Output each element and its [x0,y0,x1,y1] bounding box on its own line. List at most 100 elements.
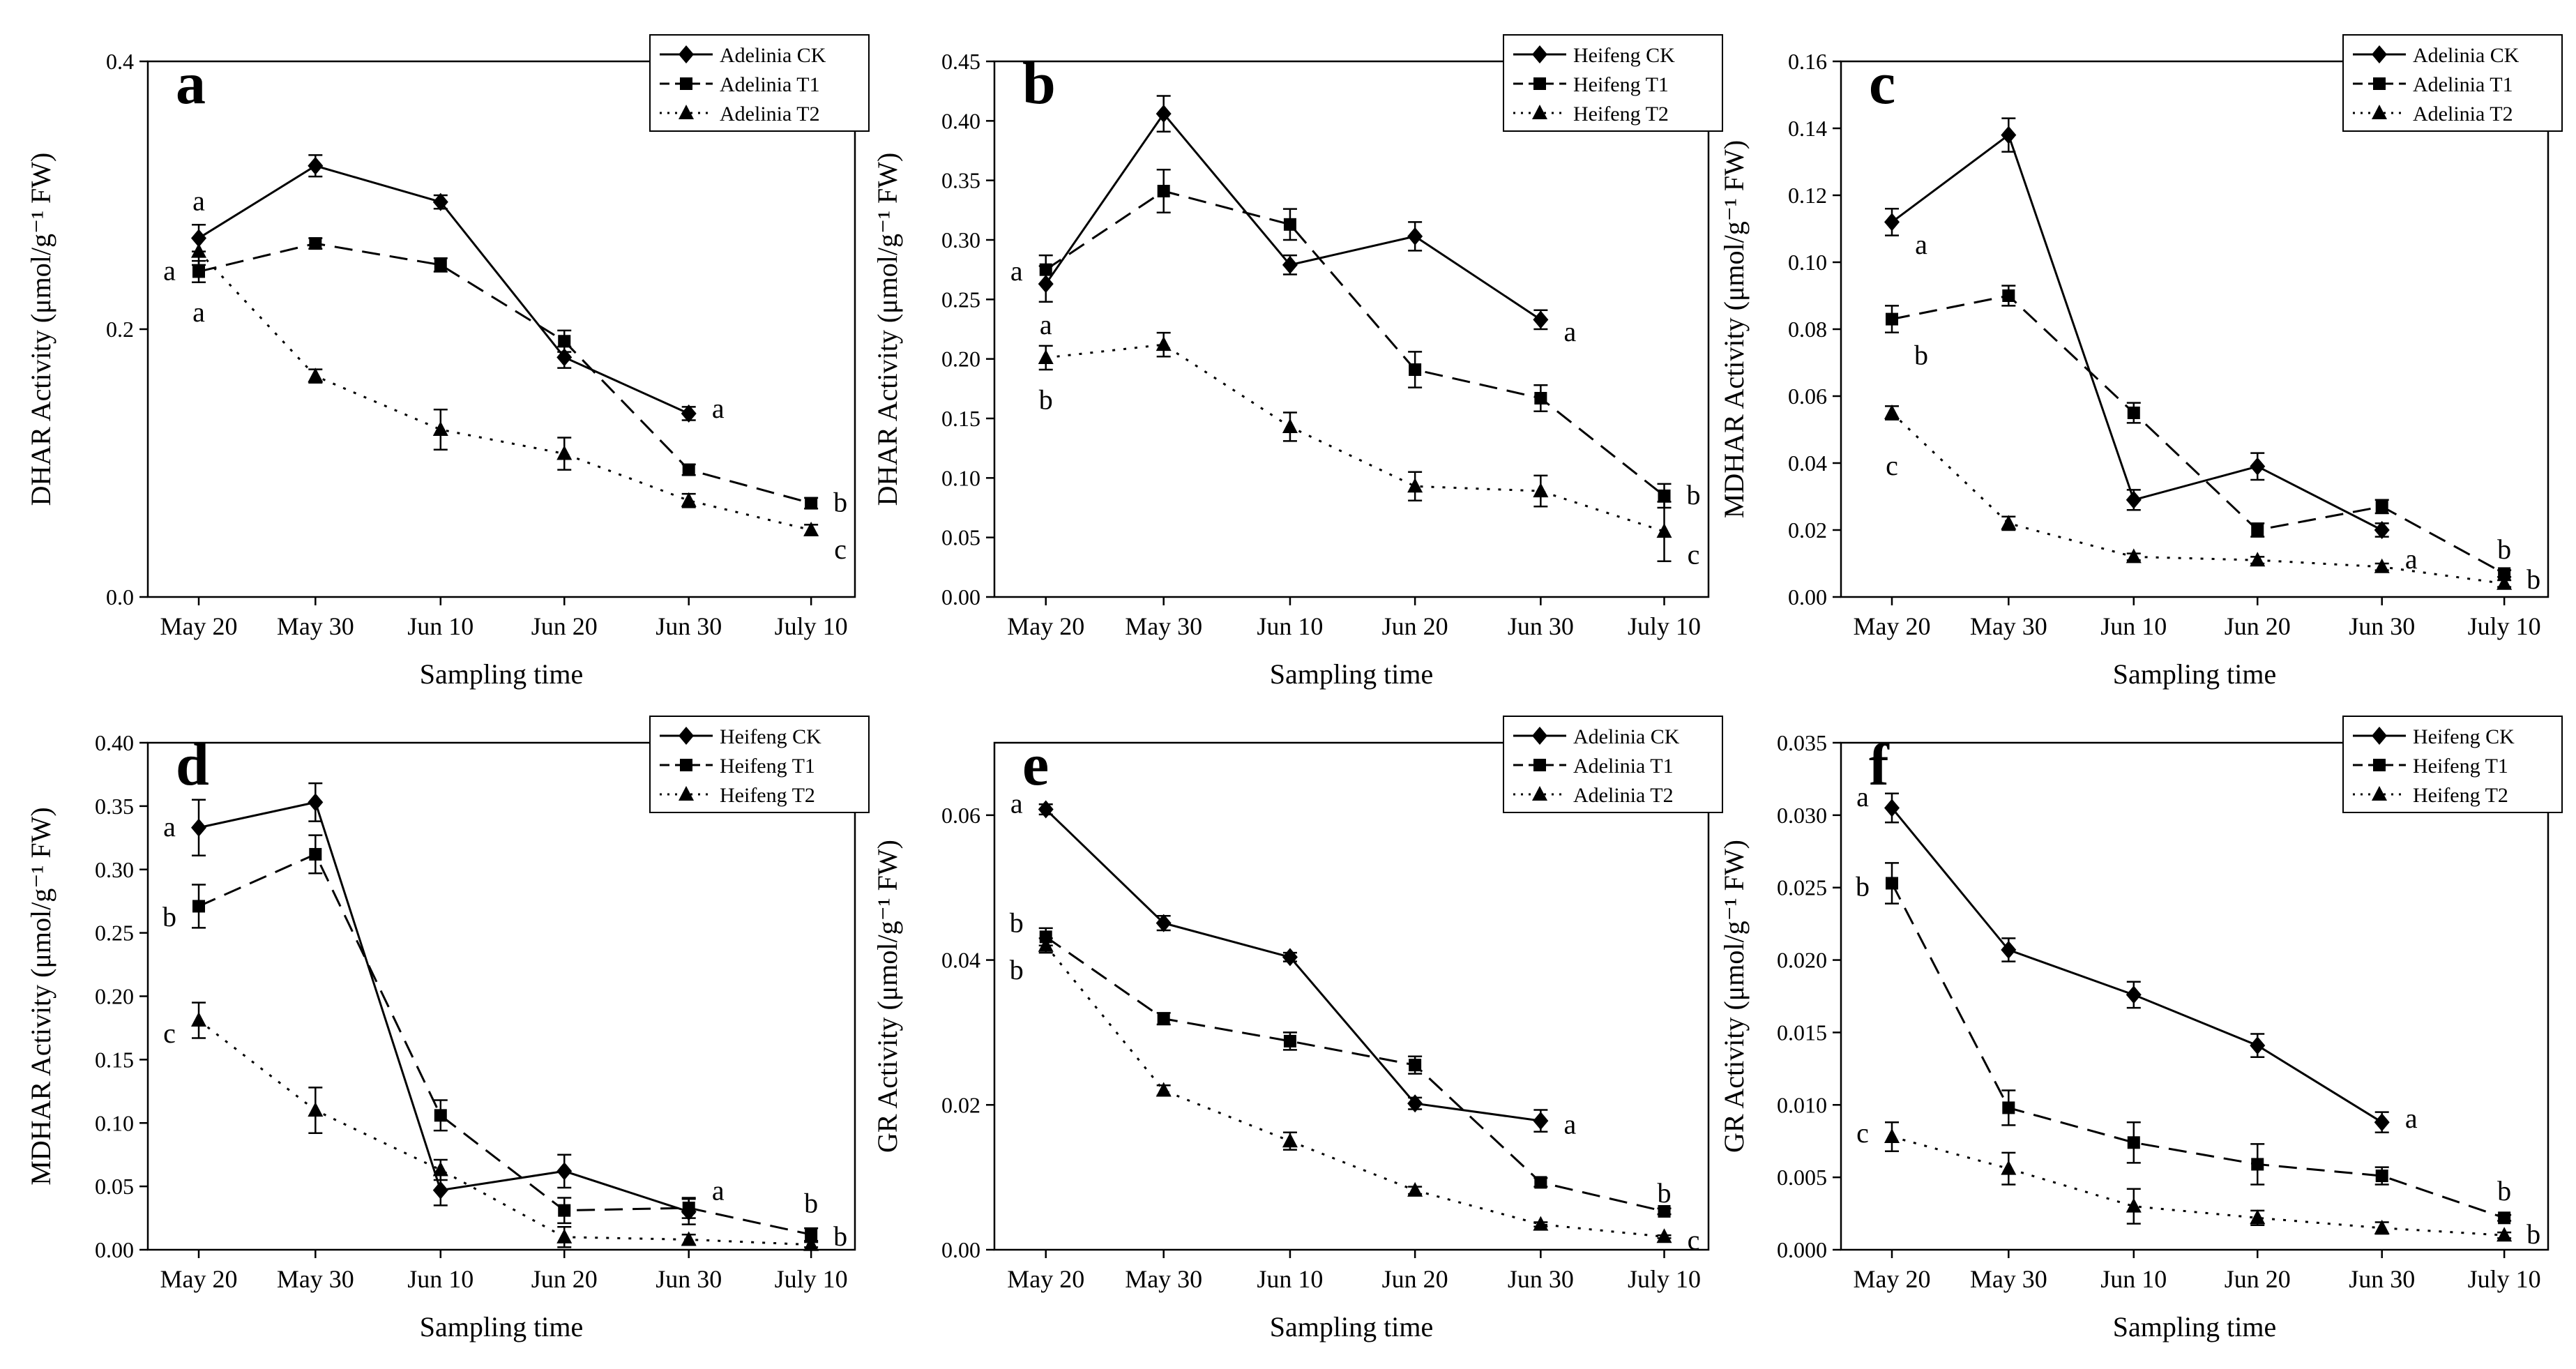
y-tick-label: 0.25 [95,921,134,946]
series-line [1891,882,2505,1219]
data-point [556,445,573,460]
series-heifeng-t1 [1885,862,2512,1225]
y-axis-title: GR Activity (μmol/g⁻¹ FW) [1718,840,1750,1153]
series-adelinia-t1 [192,237,819,510]
data-point [432,421,448,436]
plot-frame [1840,60,2550,598]
data-point [2126,490,2142,509]
y-tick-label: 0.2 [106,317,134,342]
data-point [2001,126,2017,144]
x-axis-title: Sampling time [2113,1311,2276,1342]
data-point [1039,930,1052,944]
y-tick-label: 0.04 [941,948,980,973]
x-tick-label: Jun 20 [531,1265,598,1293]
data-point [1533,310,1549,329]
y-tick-label: 0.02 [1788,517,1827,543]
data-point [1886,312,1899,326]
y-tick-label: 0.4 [106,49,134,74]
panel-f: 0.000 0.005 0.010 0.015 0.020 0.025 0.030 0.035… [1718,716,2563,1342]
data-point [432,1181,448,1200]
data-point [2251,1158,2264,1171]
data-point [1884,213,1900,232]
series-line [198,1019,812,1246]
significance-letter: a [1563,1108,1576,1140]
significance-letter: b [162,901,176,932]
y-tick-label: 0.10 [95,1110,134,1135]
significance-letter: c [1856,1117,1869,1149]
significance-letter: b [804,1188,818,1219]
significance-letter: a [2405,1103,2418,1134]
data-point [2250,1209,2266,1225]
series-adelinia-t1 [1885,285,2512,580]
legend-marker [2373,759,2386,771]
x-tick-label: May 30 [1970,1265,2047,1293]
data-point [2498,567,2511,580]
y-tick-label: 0.15 [941,406,980,431]
data-point [681,1231,697,1246]
y-tick-label: 0.005 [1777,1165,1827,1190]
data-point [2127,1136,2140,1149]
panel-c: 0.00 0.02 0.04 0.06 0.08 0.10 0.12 0.14 0.16 May … [1718,34,2563,690]
y-tick-label: 0.04 [1788,451,1827,476]
x-tick-label: Jun 10 [407,612,473,640]
legend-marker [2372,45,2387,63]
legend-label: Heifeng T2 [720,784,815,807]
y-tick-label: 0.010 [1777,1092,1827,1117]
legend-marker [1533,759,1546,771]
data-point [434,1109,447,1122]
y-tick-label: 0.00 [941,584,980,610]
x-tick-label: May 20 [1854,612,1931,640]
x-tick-label: Jun 30 [1508,612,1574,640]
data-point [1884,404,1900,419]
data-point [1656,1228,1672,1243]
data-point [1282,948,1298,967]
series-line [1891,294,2505,575]
x-tick-label: Jun 30 [1508,1265,1574,1293]
data-point [1282,418,1298,433]
x-axis-title: Sampling time [1270,658,1433,690]
x-tick-label: May 30 [277,1265,354,1293]
significance-letter: b [2526,1218,2540,1250]
series-line [197,250,812,531]
significance-letter: c [834,534,847,565]
data-point [682,1202,695,1215]
series-heifeng-t1 [192,834,819,1242]
y-tick-label: 0.030 [1777,803,1827,828]
significance-letter: a [1563,316,1576,347]
data-point [1282,1133,1298,1148]
x-tick-label: May 20 [1007,612,1084,640]
x-tick-label: May 20 [160,1265,238,1293]
y-tick-label: 0.12 [1788,183,1827,208]
legend: Adelinia CK Adelinia T1 Adelinia T2 [2342,34,2563,132]
series-heifeng-t1 [1038,169,1672,509]
data-point [192,265,206,278]
data-point [432,192,448,211]
data-point [1658,489,1671,502]
legend-marker [679,45,694,63]
y-tick-label: 0.06 [1788,384,1827,409]
y-tick-label: 0.35 [941,168,980,193]
data-point [308,1102,324,1117]
data-point [2497,1227,2513,1242]
data-point [558,1204,571,1217]
data-point [2001,941,2017,960]
y-axis-title: GR Activity (μmol/g⁻¹ FW) [872,840,903,1153]
x-tick-label: Jun 30 [656,612,722,640]
data-point [434,258,447,271]
data-point [2002,289,2015,302]
significance-letter: b [2497,534,2511,565]
data-point [1533,483,1549,498]
significance-letter: b [2497,1175,2511,1207]
data-point [2374,521,2390,539]
x-axis-title: Sampling time [1270,1311,1433,1342]
legend-label: Heifeng T2 [2413,784,2508,807]
y-tick-label: 0.020 [1777,948,1827,973]
data-point [2001,515,2017,530]
series-heifeng-ck [1884,792,2390,1134]
x-tick-label: Jun 20 [1382,1265,1448,1293]
data-point [1886,877,1899,890]
x-tick-label: Jun 30 [2349,1265,2415,1293]
y-tick-label: 0.0 [106,584,134,610]
series-line [1045,343,1665,533]
legend-marker [679,105,694,119]
